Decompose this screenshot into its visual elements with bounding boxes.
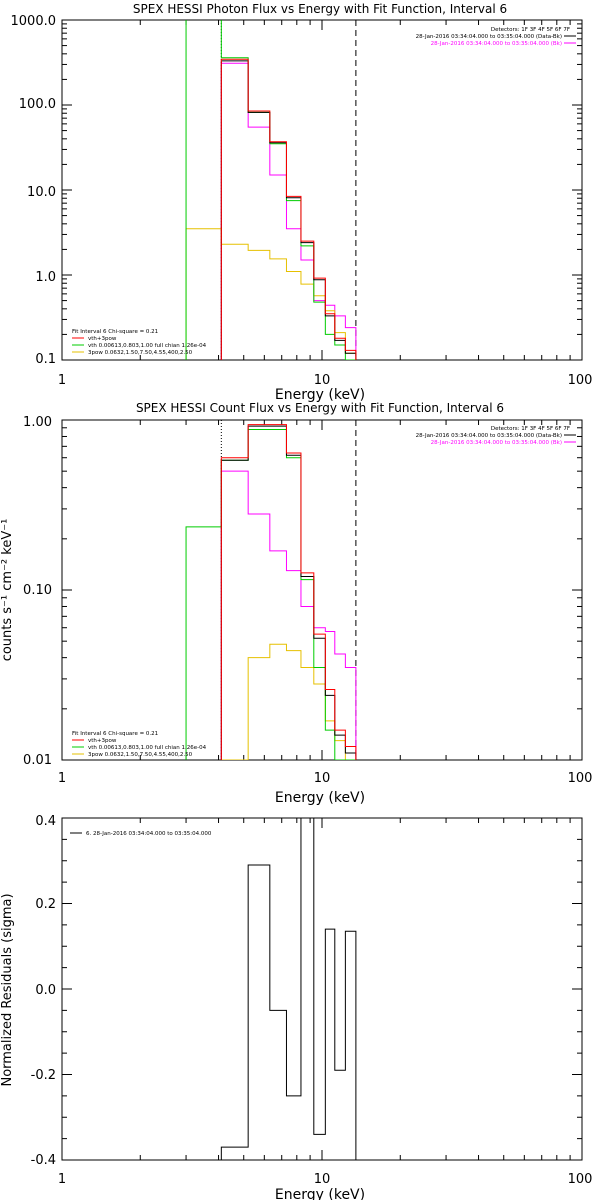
ytick-label: 1.0 — [35, 270, 56, 285]
xtick-label: 100 — [568, 771, 593, 786]
xtick-label: 10 — [314, 1172, 331, 1187]
fit-legend-line: vth 0.00613,0.803,1.00 full chian 1.26e-… — [88, 745, 207, 751]
series-vth-histogram — [185, 20, 357, 360]
residuals-ytick-labels: -0.4 -0.2 0.0 0.2 0.4 — [31, 814, 56, 1168]
fit-legend-line: vth+3pow — [88, 738, 117, 744]
fit-legend-line: Fit Interval 6 Chi-square = 0.21 — [72, 329, 158, 335]
xtick-label: 1 — [58, 1172, 66, 1187]
residuals-ticks — [61, 817, 583, 1161]
ytick-label: -0.2 — [31, 1068, 56, 1083]
xtick-label: 10 — [314, 771, 331, 786]
series-bk-histogram — [220, 470, 357, 760]
series-bpow-histogram — [185, 228, 357, 360]
series-data-histogram — [220, 60, 357, 360]
series-total-histogram — [220, 58, 357, 360]
xtick-label: 1 — [58, 373, 66, 388]
legend-bk: 28-Jan-2016 03:34:04.000 to 03:35:04.000… — [431, 440, 562, 446]
photon-flux-series — [185, 20, 357, 360]
series-vth-histogram — [185, 428, 357, 760]
residuals-ylabel: Normalized Residuals (sigma) — [0, 893, 15, 1086]
legend-bk: 28-Jan-2016 03:34:04.000 to 03:35:04.000… — [431, 41, 562, 47]
legend-data-bk: 28-Jan-2016 03:34:04.000 to 03:35:04.000… — [416, 433, 562, 439]
photon-flux-plot-frame — [61, 19, 583, 361]
residuals-series — [220, 818, 357, 1160]
series-bk-histogram — [220, 62, 357, 360]
count-flux-ylabel: counts s⁻¹ cm⁻² keV⁻¹ — [0, 519, 15, 662]
photon-flux-title: SPEX HESSI Photon Flux vs Energy with Fi… — [133, 2, 507, 16]
count-flux-fit-legend: Fit Interval 6 Chi-square = 0.21 vth+3po… — [72, 731, 207, 758]
xtick-label: 10 — [314, 373, 331, 388]
residuals-plot-frame — [61, 817, 583, 1161]
count-flux-header-legend: Detectors: 1F 3F 4F 5F 6F 7F 28-Jan-2016… — [416, 426, 576, 446]
count-flux-ticks — [61, 419, 583, 761]
series-bpow-histogram — [220, 643, 357, 760]
legend-detectors: Detectors: 1F 3F 4F 5F 6F 7F — [491, 27, 570, 33]
fit-legend-line: vth+3pow — [88, 336, 117, 342]
ytick-label: 0.0 — [35, 983, 56, 998]
ytick-label: 0.01 — [23, 753, 52, 768]
residuals-panel: -0.4 -0.2 0.0 0.2 0.4 1 10 100 Energy (k… — [0, 814, 592, 1200]
residuals-xlabel: Energy (keV) — [275, 1187, 365, 1200]
photon-flux-vlines — [220, 20, 357, 360]
count-flux-plot-frame — [61, 419, 583, 761]
photon-flux-fit-legend: Fit Interval 6 Chi-square = 0.21 vth+3po… — [72, 329, 207, 356]
photon-flux-panel: SPEX HESSI Photon Flux vs Energy with Fi… — [11, 2, 593, 403]
photon-flux-ticks — [61, 19, 583, 361]
ytick-label: 100.0 — [19, 97, 56, 112]
series-data-histogram — [220, 818, 357, 1160]
legend-data-bk: 28-Jan-2016 03:34:04.000 to 03:35:04.000… — [416, 34, 562, 40]
xtick-label: 100 — [568, 1172, 593, 1187]
count-flux-series — [185, 424, 357, 760]
ytick-label: 0.2 — [35, 897, 56, 912]
fit-legend-line: 3pow 0.0632,1.50,7.50,4.55,400,2.50 — [88, 350, 193, 356]
ytick-label: 10.0 — [27, 185, 56, 200]
photon-flux-header-legend: Detectors: 1F 3F 4F 5F 6F 7F 28-Jan-2016… — [416, 27, 576, 47]
photon-flux-xtick-labels: 1 10 100 — [58, 373, 593, 388]
ytick-label: 0.10 — [23, 583, 52, 598]
fit-legend-line: 3pow 0.0632,1.50,7.50,4.55,400,2.50 — [88, 752, 193, 758]
count-flux-xtick-labels: 1 10 100 — [58, 771, 593, 786]
legend-interval: 6. 28-Jan-2016 03:34:04.000 to 03:35:04.… — [86, 831, 212, 837]
legend-detectors: Detectors: 1F 3F 4F 5F 6F 7F — [491, 426, 570, 432]
residuals-xtick-labels: 1 10 100 — [58, 1172, 593, 1187]
count-flux-title: SPEX HESSI Count Flux vs Energy with Fit… — [136, 401, 504, 415]
series-total-histogram — [220, 424, 357, 760]
ytick-label: 0.4 — [35, 814, 56, 829]
xtick-label: 100 — [568, 373, 593, 388]
fit-legend-line: Fit Interval 6 Chi-square = 0.21 — [72, 731, 158, 737]
xtick-label: 1 — [58, 771, 66, 786]
series-data-histogram — [220, 425, 357, 760]
ytick-label: -0.4 — [31, 1153, 56, 1168]
count-flux-xlabel: Energy (keV) — [275, 790, 365, 806]
ytick-label: 1.00 — [23, 415, 52, 430]
ytick-label: 0.1 — [35, 352, 56, 367]
count-flux-panel: SPEX HESSI Count Flux vs Energy with Fit… — [0, 401, 592, 806]
fit-legend-line: vth 0.00613,0.803,1.00 full chian 1.26e-… — [88, 343, 207, 349]
count-flux-ytick-labels: 0.01 0.10 1.00 — [23, 415, 52, 768]
ytick-label: 1000.0 — [11, 14, 57, 29]
photon-flux-ytick-labels: 0.1 1.0 10.0 100.0 1000.0 — [11, 14, 57, 367]
residuals-legend: 6. 28-Jan-2016 03:34:04.000 to 03:35:04.… — [70, 831, 212, 837]
photon-flux-xlabel: Energy (keV) — [275, 387, 365, 403]
